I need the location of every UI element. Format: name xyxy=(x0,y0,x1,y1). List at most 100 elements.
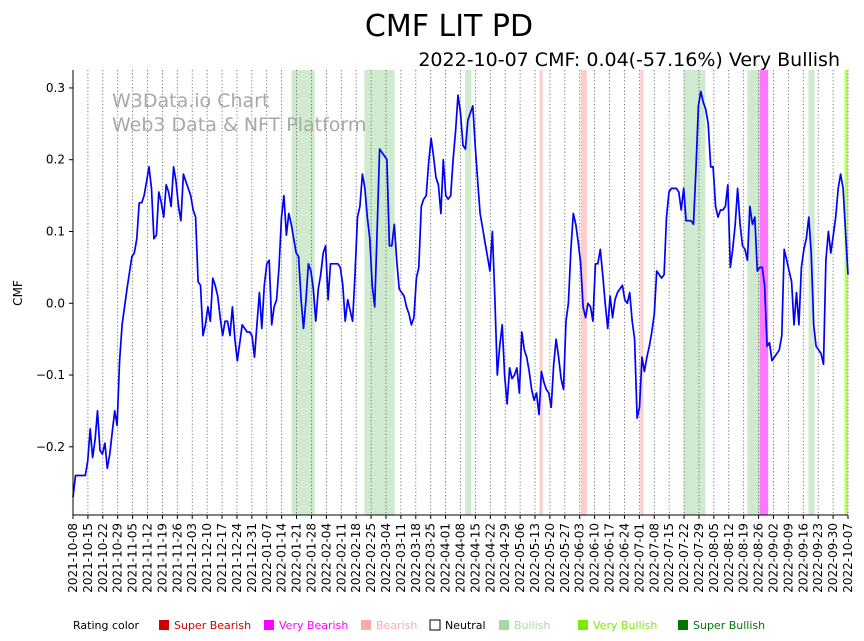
x-tick-label-4: 2021-11-05 xyxy=(126,523,140,593)
x-tick-label-21: 2022-03-04 xyxy=(379,523,393,593)
x-tick-label-33: 2022-05-27 xyxy=(558,523,572,593)
x-tick-label-22: 2022-03-11 xyxy=(394,523,408,593)
data-point xyxy=(656,270,657,271)
data-point xyxy=(504,374,505,375)
data-point xyxy=(283,195,284,196)
data-point xyxy=(654,313,655,314)
data-point xyxy=(781,335,782,336)
data-point xyxy=(286,235,287,236)
data-point xyxy=(644,371,645,372)
data-point xyxy=(622,285,623,286)
data-point xyxy=(381,152,382,153)
data-point xyxy=(801,267,802,268)
legend-label-0: Super Bearish xyxy=(174,619,251,632)
data-point xyxy=(109,453,110,454)
data-point xyxy=(323,252,324,253)
vertical-gridlines xyxy=(72,70,849,515)
data-point xyxy=(372,285,373,286)
data-point xyxy=(499,346,500,347)
data-point xyxy=(771,360,772,361)
data-point xyxy=(227,321,228,322)
data-point xyxy=(237,360,238,361)
data-point xyxy=(786,260,787,261)
data-point xyxy=(342,285,343,286)
data-point xyxy=(676,188,677,189)
data-point xyxy=(264,285,265,286)
data-point xyxy=(298,256,299,257)
data-point xyxy=(75,475,76,476)
data-point xyxy=(330,263,331,264)
data-point xyxy=(188,188,189,189)
data-point xyxy=(462,145,463,146)
x-tick-label-50: 2022-09-23 xyxy=(811,523,825,593)
data-point xyxy=(251,335,252,336)
data-point xyxy=(843,188,844,189)
data-point xyxy=(470,113,471,114)
data-point xyxy=(612,317,613,318)
data-point xyxy=(126,288,127,289)
data-point xyxy=(401,292,402,293)
data-point xyxy=(536,392,537,393)
data-point xyxy=(259,292,260,293)
data-point xyxy=(281,217,282,218)
data-point xyxy=(102,453,103,454)
x-tick-label-0: 2021-10-08 xyxy=(66,523,80,593)
legend-swatch-5 xyxy=(578,620,588,630)
data-point xyxy=(151,188,152,189)
data-point xyxy=(448,199,449,200)
legend-swatch-0 xyxy=(159,620,169,630)
data-point xyxy=(274,306,275,307)
data-point xyxy=(87,461,88,462)
data-point xyxy=(666,217,667,218)
data-point xyxy=(472,105,473,106)
data-point xyxy=(396,260,397,261)
data-point xyxy=(715,206,716,207)
data-point xyxy=(212,278,213,279)
data-point xyxy=(200,285,201,286)
data-point xyxy=(156,235,157,236)
data-point xyxy=(362,174,363,175)
data-point xyxy=(538,414,539,415)
data-point xyxy=(175,181,176,182)
y-tick-label-3: 0.1 xyxy=(46,224,65,238)
data-point xyxy=(820,353,821,354)
x-tick-label-34: 2022-06-03 xyxy=(573,523,587,593)
data-point xyxy=(710,166,711,167)
data-point xyxy=(131,256,132,257)
data-point xyxy=(352,321,353,322)
data-point xyxy=(374,306,375,307)
data-point xyxy=(838,188,839,189)
data-point xyxy=(249,331,250,332)
data-point xyxy=(308,263,309,264)
data-point xyxy=(171,206,172,207)
data-point xyxy=(534,400,535,401)
data-point xyxy=(573,213,574,214)
data-point xyxy=(698,105,699,106)
data-point xyxy=(614,299,615,300)
y-axis-label: CMF xyxy=(11,280,25,306)
x-tick-label-7: 2021-11-26 xyxy=(170,523,184,593)
data-point xyxy=(205,324,206,325)
x-tick-label-27: 2022-04-15 xyxy=(468,523,482,593)
data-point xyxy=(97,410,98,411)
data-point xyxy=(507,403,508,404)
x-tick-label-49: 2022-09-16 xyxy=(796,523,810,593)
x-tick-label-20: 2022-02-25 xyxy=(364,523,378,593)
data-point xyxy=(99,450,100,451)
x-tick-label-17: 2022-02-04 xyxy=(319,523,333,593)
data-point xyxy=(421,206,422,207)
x-tick-label-39: 2022-07-08 xyxy=(647,523,661,593)
x-tick-label-3: 2021-10-29 xyxy=(111,523,125,593)
data-point xyxy=(232,306,233,307)
data-point xyxy=(411,324,412,325)
data-point xyxy=(482,227,483,228)
data-point xyxy=(717,217,718,218)
x-tick-label-11: 2021-12-24 xyxy=(230,523,244,593)
data-point xyxy=(291,224,292,225)
data-point xyxy=(514,374,515,375)
rating-band-8 xyxy=(759,70,769,515)
x-tick-label-24: 2022-03-25 xyxy=(424,523,438,593)
x-tick-label-14: 2022-01-14 xyxy=(275,523,289,593)
data-point xyxy=(413,317,414,318)
rating-band-0 xyxy=(291,70,315,515)
